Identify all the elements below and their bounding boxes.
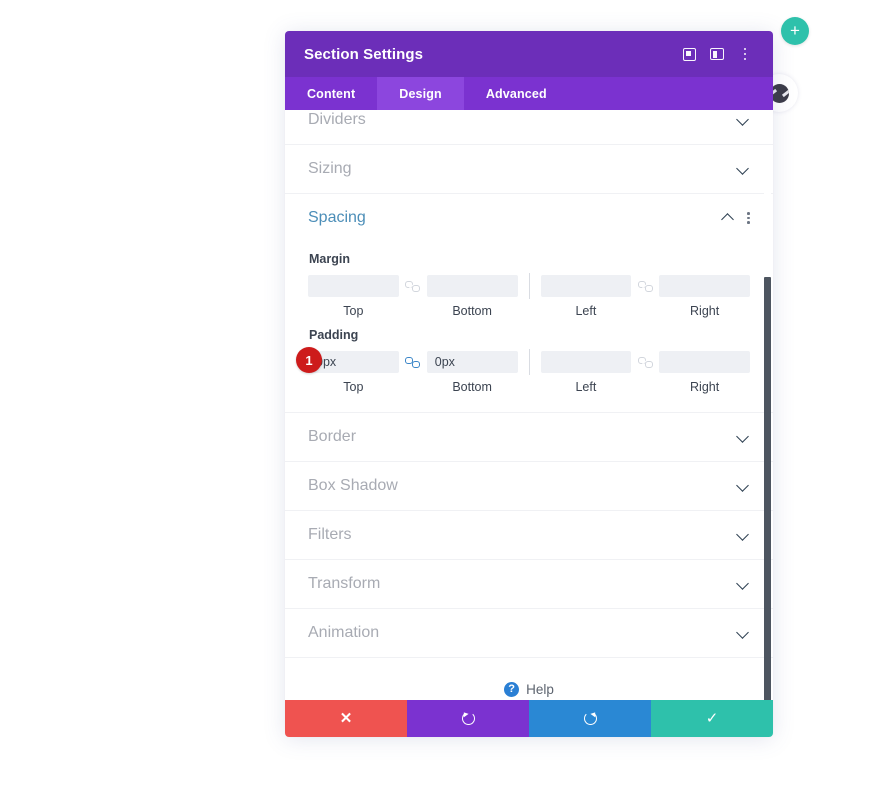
modal-body: Dividers Sizing Spacing Margin [285, 110, 773, 700]
settings-scroll-area: Dividers Sizing Spacing Margin [285, 110, 773, 700]
padding-label: Padding [309, 328, 359, 342]
chevron-down-icon [736, 430, 750, 444]
chevron-down-icon [736, 479, 750, 493]
margin-right-input[interactable] [659, 275, 750, 297]
layout-split-icon[interactable] [703, 40, 731, 68]
chevron-down-icon [736, 113, 750, 127]
margin-left-caption: Left [575, 304, 597, 318]
undo-button[interactable] [407, 700, 529, 737]
add-section-button[interactable]: + [781, 17, 809, 45]
help-link[interactable]: ? Help [285, 658, 773, 700]
modal-tabs: Content Design Advanced [285, 77, 773, 110]
margin-right-caption: Right [690, 304, 720, 318]
margin-top-caption: Top [343, 304, 364, 318]
accordion-row-sizing[interactable]: Sizing [285, 145, 773, 194]
globe-icon [769, 83, 789, 103]
padding-right-caption: Right [690, 380, 720, 394]
accordion-label: Border [308, 428, 357, 445]
accordion-panel-spacing: Spacing Margin [285, 194, 773, 413]
redo-button[interactable] [529, 700, 651, 737]
section-settings-modal: Section Settings Content Design Advanced… [285, 31, 773, 737]
accordion-label: Spacing [308, 209, 366, 226]
plus-icon: + [790, 20, 800, 40]
margin-left-right-link-icon[interactable] [631, 275, 659, 297]
accordion-label: Animation [308, 624, 380, 641]
accordion-label: Filters [308, 526, 352, 543]
padding-left-right-link-icon[interactable] [631, 351, 659, 373]
chevron-down-icon [736, 528, 750, 542]
question-mark-icon: ? [504, 681, 520, 697]
accordion-row-filters[interactable]: Filters [285, 511, 773, 560]
more-options-icon[interactable] [731, 40, 759, 68]
chevron-down-icon [736, 626, 750, 640]
accordion-label: Dividers [308, 111, 366, 128]
undo-icon [461, 712, 475, 725]
check-icon: ✓ [705, 710, 719, 727]
redo-icon [583, 712, 597, 725]
modal-footer: ✕ ✓ [285, 700, 773, 737]
accordion-row-transform[interactable]: Transform [285, 560, 773, 609]
modal-scrollbar[interactable] [764, 189, 771, 700]
accordion-label: Sizing [308, 160, 352, 177]
margin-left-input[interactable] [540, 275, 632, 297]
margin-label: Margin [309, 252, 350, 266]
field-group-divider [528, 273, 530, 299]
padding-left-caption: Left [575, 380, 597, 394]
accordion-label: Box Shadow [308, 477, 398, 494]
margin-top-bottom-link-icon[interactable] [399, 275, 427, 297]
padding-top-bottom-link-icon[interactable] [399, 351, 427, 373]
padding-top-caption: Top [343, 380, 364, 394]
status-badge: 1 [296, 347, 322, 373]
padding-left-input[interactable] [540, 351, 632, 373]
spacing-options-icon[interactable] [747, 211, 750, 225]
tab-content[interactable]: Content [307, 86, 356, 101]
cancel-button[interactable]: ✕ [285, 700, 407, 737]
padding-right-input[interactable] [659, 351, 750, 373]
margin-top-input[interactable] [308, 275, 399, 297]
page-title: Section Settings [304, 45, 424, 63]
chevron-down-icon [736, 577, 750, 591]
accordion-row-border[interactable]: Border [285, 413, 773, 462]
padding-field-group: Padding 1 0px 0px [296, 328, 750, 394]
tab-advanced[interactable]: Advanced [485, 86, 547, 101]
chevron-down-icon [736, 162, 750, 176]
margin-bottom-input[interactable] [426, 275, 518, 297]
scrollbar-thumb[interactable] [764, 277, 771, 700]
chevron-up-icon[interactable] [721, 211, 735, 225]
modal-header: Section Settings [285, 31, 773, 77]
accordion-row-spacing[interactable]: Spacing [308, 194, 750, 242]
tab-design[interactable]: Design [377, 77, 464, 110]
save-button[interactable]: ✓ [651, 700, 773, 737]
focus-icon[interactable] [675, 40, 703, 68]
close-icon: ✕ [339, 710, 353, 727]
field-group-divider [528, 349, 530, 375]
accordion-row-box-shadow[interactable]: Box Shadow [285, 462, 773, 511]
margin-field-group: Margin [308, 252, 750, 318]
accordion-label: Transform [308, 575, 381, 592]
padding-bottom-input[interactable]: 0px [426, 351, 518, 373]
padding-bottom-caption: Bottom [452, 380, 492, 394]
help-label: Help [526, 681, 554, 697]
accordion-row-animation[interactable]: Animation [285, 609, 773, 658]
accordion-row-dividers[interactable]: Dividers [285, 110, 773, 145]
margin-bottom-caption: Bottom [452, 304, 492, 318]
